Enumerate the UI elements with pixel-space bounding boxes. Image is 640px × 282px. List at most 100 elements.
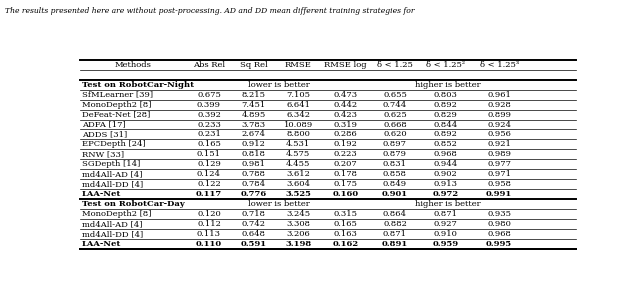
Text: 0.901: 0.901	[382, 190, 408, 198]
Text: 0.233: 0.233	[197, 120, 221, 129]
Text: RNW [33]: RNW [33]	[82, 150, 124, 158]
Text: Test on RobotCar-Day: Test on RobotCar-Day	[82, 200, 185, 208]
Text: 0.818: 0.818	[242, 150, 266, 158]
Text: 0.912: 0.912	[242, 140, 266, 148]
Text: 0.831: 0.831	[383, 160, 407, 168]
Text: 6.641: 6.641	[286, 101, 310, 109]
Text: 0.849: 0.849	[383, 180, 407, 188]
Text: 0.852: 0.852	[434, 140, 458, 148]
Text: 0.165: 0.165	[333, 220, 357, 228]
Text: ADDS [31]: ADDS [31]	[82, 131, 127, 138]
Text: 0.117: 0.117	[196, 190, 222, 198]
Text: 0.120: 0.120	[197, 210, 221, 218]
Text: 3.525: 3.525	[285, 190, 311, 198]
Text: δ < 1.25³: δ < 1.25³	[479, 61, 518, 69]
Text: 0.110: 0.110	[196, 240, 222, 248]
Text: Test on RobotCar-Night: Test on RobotCar-Night	[82, 81, 194, 89]
Text: 0.399: 0.399	[197, 101, 221, 109]
Text: 0.668: 0.668	[383, 120, 407, 129]
Text: 0.972: 0.972	[433, 190, 459, 198]
Text: 0.648: 0.648	[242, 230, 266, 238]
Text: 3.783: 3.783	[241, 120, 266, 129]
Text: MonoDepth2 [8]: MonoDepth2 [8]	[82, 101, 152, 109]
Text: 0.891: 0.891	[382, 240, 408, 248]
Text: 0.927: 0.927	[434, 220, 458, 228]
Text: δ < 1.25: δ < 1.25	[377, 61, 413, 69]
Text: 10.089: 10.089	[284, 120, 313, 129]
Text: 0.744: 0.744	[383, 101, 407, 109]
Text: 0.165: 0.165	[197, 140, 221, 148]
Text: Methods: Methods	[115, 61, 152, 69]
Text: 0.961: 0.961	[487, 91, 511, 99]
Text: ADFA [17]: ADFA [17]	[82, 120, 125, 129]
Text: 0.879: 0.879	[383, 150, 407, 158]
Text: SfMLearner [39]: SfMLearner [39]	[82, 91, 153, 99]
Text: lower is better: lower is better	[248, 81, 309, 89]
Text: 0.315: 0.315	[333, 210, 357, 218]
Text: 7.105: 7.105	[286, 91, 310, 99]
Text: 0.871: 0.871	[434, 210, 458, 218]
Text: 0.423: 0.423	[333, 111, 357, 119]
Text: md4All-DD [4]: md4All-DD [4]	[82, 230, 143, 238]
Text: 6.342: 6.342	[286, 111, 310, 119]
Text: higher is better: higher is better	[415, 200, 481, 208]
Text: 0.844: 0.844	[434, 120, 458, 129]
Text: md4All-DD [4]: md4All-DD [4]	[82, 180, 143, 188]
Text: 0.620: 0.620	[383, 131, 407, 138]
Text: 0.882: 0.882	[383, 220, 407, 228]
Text: 0.675: 0.675	[197, 91, 221, 99]
Text: 3.206: 3.206	[286, 230, 310, 238]
Text: 0.625: 0.625	[383, 111, 407, 119]
Text: 4.895: 4.895	[241, 111, 266, 119]
Text: 0.319: 0.319	[333, 120, 357, 129]
Text: 3.604: 3.604	[286, 180, 310, 188]
Text: LAA-Net: LAA-Net	[82, 190, 122, 198]
Text: DeFeat-Net [28]: DeFeat-Net [28]	[82, 111, 150, 119]
Text: 0.971: 0.971	[487, 170, 511, 178]
Text: 4.575: 4.575	[286, 150, 310, 158]
Text: 0.897: 0.897	[383, 140, 407, 148]
Text: 0.991: 0.991	[486, 190, 512, 198]
Text: 0.959: 0.959	[433, 240, 459, 248]
Text: 3.245: 3.245	[286, 210, 310, 218]
Text: 0.223: 0.223	[333, 150, 357, 158]
Text: 0.989: 0.989	[487, 150, 511, 158]
Text: 0.981: 0.981	[242, 160, 266, 168]
Text: 2.674: 2.674	[242, 131, 266, 138]
Text: 0.928: 0.928	[487, 101, 511, 109]
Text: 0.151: 0.151	[197, 150, 221, 158]
Text: 4.455: 4.455	[286, 160, 310, 168]
Text: 0.956: 0.956	[487, 131, 511, 138]
Text: 3.308: 3.308	[286, 220, 310, 228]
Text: 0.162: 0.162	[332, 240, 358, 248]
Text: The results presented here are without post-processing. AD and DD mean different: The results presented here are without p…	[5, 7, 415, 15]
Text: 0.935: 0.935	[487, 210, 511, 218]
Text: 0.899: 0.899	[487, 111, 511, 119]
Text: 0.968: 0.968	[434, 150, 458, 158]
Text: 0.803: 0.803	[434, 91, 458, 99]
Text: 0.113: 0.113	[197, 230, 221, 238]
Text: 7.451: 7.451	[241, 101, 266, 109]
Text: EPCDepth [24]: EPCDepth [24]	[82, 140, 146, 148]
Text: 0.207: 0.207	[333, 160, 357, 168]
Text: LAA-Net: LAA-Net	[82, 240, 122, 248]
Text: RMSE log: RMSE log	[324, 61, 367, 69]
Text: 0.231: 0.231	[197, 131, 221, 138]
Text: 0.591: 0.591	[241, 240, 267, 248]
Text: 0.968: 0.968	[487, 230, 511, 238]
Text: 0.958: 0.958	[487, 180, 511, 188]
Text: 4.531: 4.531	[286, 140, 310, 148]
Text: 0.871: 0.871	[383, 230, 407, 238]
Text: 0.718: 0.718	[242, 210, 266, 218]
Text: SGDepth [14]: SGDepth [14]	[82, 160, 140, 168]
Text: MonoDepth2 [8]: MonoDepth2 [8]	[82, 210, 152, 218]
Text: 0.175: 0.175	[333, 180, 357, 188]
Text: 0.178: 0.178	[333, 170, 357, 178]
Text: 0.921: 0.921	[487, 140, 511, 148]
Text: 0.473: 0.473	[333, 91, 357, 99]
Text: 0.784: 0.784	[241, 180, 266, 188]
Text: 0.192: 0.192	[333, 140, 357, 148]
Text: 0.163: 0.163	[333, 230, 357, 238]
Text: 0.980: 0.980	[487, 220, 511, 228]
Text: 0.858: 0.858	[383, 170, 407, 178]
